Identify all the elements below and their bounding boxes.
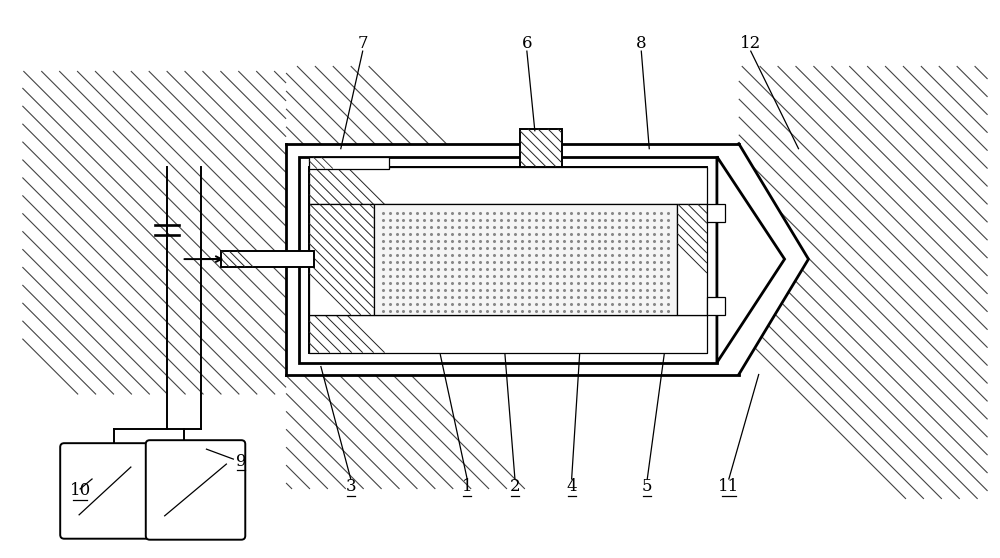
FancyBboxPatch shape — [60, 443, 150, 538]
Bar — [221, 251, 314, 267]
Text: 11: 11 — [718, 478, 739, 496]
Bar — [309, 204, 374, 315]
Bar — [299, 157, 717, 363]
Text: 4: 4 — [566, 478, 577, 496]
Bar — [707, 297, 725, 315]
Text: 8: 8 — [636, 35, 647, 52]
Text: 9: 9 — [236, 453, 247, 470]
Text: 7: 7 — [357, 35, 368, 52]
Text: 5: 5 — [642, 478, 653, 496]
Bar — [520, 129, 562, 166]
Text: 2: 2 — [510, 478, 520, 496]
Text: 1: 1 — [462, 478, 472, 496]
Bar — [309, 315, 707, 353]
Text: 6: 6 — [522, 35, 532, 52]
Text: 12: 12 — [740, 35, 761, 52]
Bar — [309, 166, 707, 204]
Bar — [309, 166, 707, 353]
Bar — [707, 204, 725, 222]
Polygon shape — [717, 157, 785, 363]
Bar — [286, 143, 739, 374]
Polygon shape — [739, 143, 808, 374]
Bar — [374, 204, 677, 315]
Text: 10: 10 — [69, 483, 91, 499]
FancyBboxPatch shape — [146, 440, 245, 540]
Text: 3: 3 — [345, 478, 356, 496]
Bar — [309, 157, 389, 169]
Bar — [677, 204, 707, 315]
